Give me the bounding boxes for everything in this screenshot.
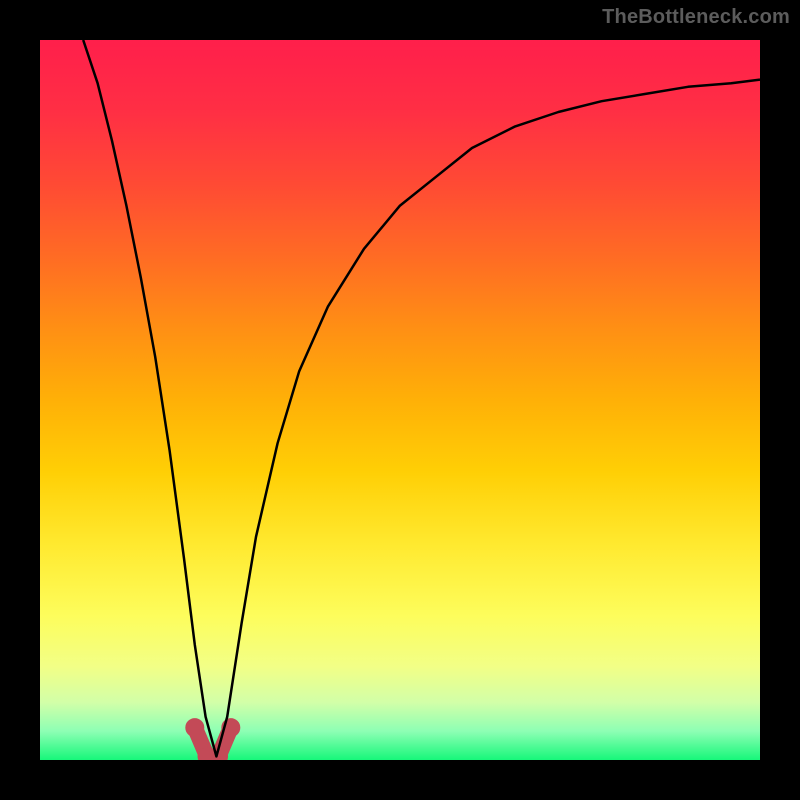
curve-layer (40, 40, 760, 760)
bottleneck-curve (83, 40, 760, 756)
watermark-text: TheBottleneck.com (602, 6, 790, 29)
trough-marker (186, 719, 204, 737)
plot-area (40, 40, 760, 760)
